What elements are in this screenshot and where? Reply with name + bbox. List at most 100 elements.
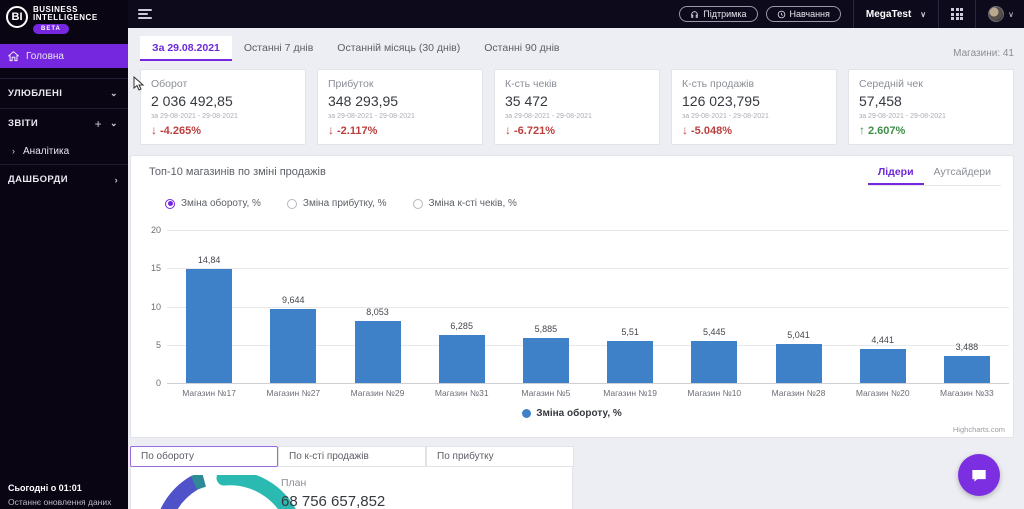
kpi-card: К-сть чеків35 472за 29-08-2021 - 29-08-2… (494, 69, 660, 145)
bar-Магазин №29[interactable] (355, 321, 401, 383)
sidebar-item-label: УЛЮБЛЕНІ (8, 88, 62, 99)
x-axis-label: Магазин №27 (266, 388, 320, 398)
leader-tab-0[interactable]: Лідери (868, 166, 924, 185)
arrow-down-icon: ↓ (328, 123, 334, 137)
date-filter-tab-1[interactable]: Останні 7 днів (232, 36, 325, 61)
kpi-title: К-сть чеків (505, 78, 649, 90)
bar-Магазин №28[interactable] (776, 344, 822, 383)
bar-Магазин №5[interactable] (523, 338, 569, 383)
bar-Магазин №33[interactable] (944, 356, 990, 383)
bar-value-label: 4,441 (871, 335, 894, 345)
sidebar-item-dashboards[interactable]: ДАШБОРДИ › (0, 164, 128, 194)
plan-panel: План 68 756 657,852 за Серпень 2021 (130, 467, 573, 509)
bar-value-label: 5,51 (621, 327, 639, 337)
plan-tab-1[interactable]: По к-сті продажів (278, 446, 426, 467)
date-filter-tab-2[interactable]: Останній місяць (30 днів) (325, 36, 472, 61)
chevron-down-icon: ∨ (920, 10, 926, 19)
kpi-change-value: -4.265% (160, 125, 201, 137)
arrow-down-icon: ↓ (505, 123, 511, 137)
bar-value-label: 8,053 (366, 307, 389, 317)
bar-Магазин №19[interactable] (607, 341, 653, 383)
bar-value-label: 5,041 (787, 330, 810, 340)
plan-tab-0[interactable]: По обороту (130, 446, 278, 467)
last-update-time: Сьогодні о 01:01 (8, 483, 120, 493)
kpi-change-value: 2.607% (868, 125, 905, 137)
leader-tabs: ЛідериАутсайдери (868, 166, 1001, 186)
date-filter-tab-0[interactable]: За 29.08.2021 (140, 36, 232, 61)
bar-Магазин №20[interactable] (860, 349, 906, 383)
x-axis-label: Магазин №29 (351, 388, 405, 398)
date-filter-tabs: За 29.08.2021Останні 7 днівОстанній міся… (140, 36, 572, 61)
menu-toggle-icon[interactable] (138, 9, 152, 19)
gridline: 15 (167, 268, 1009, 269)
avatar[interactable] (988, 6, 1004, 22)
highcharts-credit[interactable]: Highcharts.com (953, 425, 1005, 434)
kpi-change-value: -5.048% (691, 125, 732, 137)
metric-radio-2[interactable]: Зміна к-сті чеків, % (413, 198, 517, 209)
kpi-value: 126 023,795 (682, 93, 826, 109)
radio-icon (165, 199, 175, 209)
radio-label: Зміна обороту, % (181, 198, 261, 209)
bar-value-label: 9,644 (282, 295, 305, 305)
support-button[interactable]: Підтримка (679, 6, 757, 22)
chat-fab-button[interactable] (958, 454, 1000, 496)
radio-label: Зміна к-сті чеків, % (429, 198, 517, 209)
arrow-up-icon: ↑ (859, 123, 865, 137)
leader-tab-1[interactable]: Аутсайдери (924, 166, 1001, 185)
bar-Магазин №10[interactable] (691, 341, 737, 383)
logo-line2: INTELLIGENCE (33, 14, 98, 22)
x-axis-label: Магазин №33 (940, 388, 994, 398)
kpi-title: К-сть продажів (682, 78, 826, 90)
kpi-title: Прибуток (328, 78, 472, 90)
metric-radio-0[interactable]: Зміна обороту, % (165, 198, 261, 209)
gridline: 20 (167, 230, 1009, 231)
sidebar-item-favorites[interactable]: УЛЮБЛЕНІ ⌄ (0, 78, 128, 108)
account-menu[interactable]: MegaTest ∨ (866, 9, 926, 20)
kpi-card: Середній чек57,458за 29-08-2021 - 29-08-… (848, 69, 1014, 145)
kpi-value: 35 472 (505, 93, 649, 109)
training-button[interactable]: Навчання (766, 6, 841, 22)
main-content: За 29.08.2021Останні 7 днівОстанній міся… (128, 28, 1024, 509)
kpi-card: К-сть продажів 126 023,795 за 29-08-2021 -… (671, 69, 837, 145)
gridline: 10 (167, 307, 1009, 308)
sidebar-item-analytics[interactable]: › Аналітика (0, 138, 128, 164)
plan-tabs: По оборотуПо к-сті продажівПо прибутку (130, 446, 1024, 467)
radio-icon (413, 199, 423, 209)
kpi-value: 57,458 (859, 93, 1003, 109)
date-filter-row: За 29.08.2021Останні 7 днівОстанній міся… (128, 28, 1024, 61)
kpi-value: 348 293,95 (328, 93, 472, 109)
plus-icon[interactable]: + (95, 117, 102, 131)
last-update-label: Останнє оновлення даних (8, 497, 120, 507)
app-logo[interactable]: BI BUSINESS INTELLIGENCE BETA (0, 0, 128, 38)
sidebar-footer: Сьогодні о 01:01 Останнє оновлення даних (0, 477, 128, 509)
metric-radio-1[interactable]: Зміна прибутку, % (287, 198, 387, 209)
headset-icon (690, 10, 699, 19)
plan-tab-2[interactable]: По прибутку (426, 446, 574, 467)
topbar: Підтримка Навчання MegaTest ∨ ∨ (128, 0, 1024, 28)
kpi-change: ↓-5.048% (682, 123, 826, 137)
kpi-value: 2 036 492,85 (151, 93, 295, 109)
sidebar-item-reports[interactable]: ЗВІТИ + ⌄ (0, 108, 128, 138)
sidebar-item-label: ДАШБОРДИ (8, 174, 68, 185)
bar-Магазин №27[interactable] (270, 309, 316, 383)
y-axis-tick: 0 (156, 378, 161, 388)
chevron-down-icon[interactable]: ∨ (1008, 10, 1014, 19)
chart-legend[interactable]: Зміна обороту, % (131, 408, 1013, 419)
account-name: MegaTest (866, 9, 911, 20)
kpi-change: ↓-2.117% (328, 123, 472, 137)
chevron-down-icon: ⌄ (110, 118, 118, 129)
bar-value-label: 5,445 (703, 327, 726, 337)
bar-value-label: 5,885 (535, 324, 558, 334)
date-filter-tab-3[interactable]: Останні 90 днів (472, 36, 571, 61)
bar-chart: 0510152014,84Магазин №179,644Магазин №27… (167, 230, 1009, 384)
bar-Магазин №17[interactable] (186, 269, 232, 383)
kpi-period: за 29-08-2021 - 29-08-2021 (682, 113, 826, 120)
y-axis-tick: 10 (151, 302, 161, 312)
apps-grid-icon[interactable] (951, 8, 963, 20)
arrow-down-icon: ↓ (682, 123, 688, 137)
kpi-change: ↑2.607% (859, 123, 1003, 137)
chevron-right-icon: › (12, 146, 15, 156)
chevron-down-icon: ⌄ (110, 88, 118, 99)
sidebar-item-home[interactable]: Головна (0, 44, 128, 68)
bar-Магазин №31[interactable] (439, 335, 485, 383)
